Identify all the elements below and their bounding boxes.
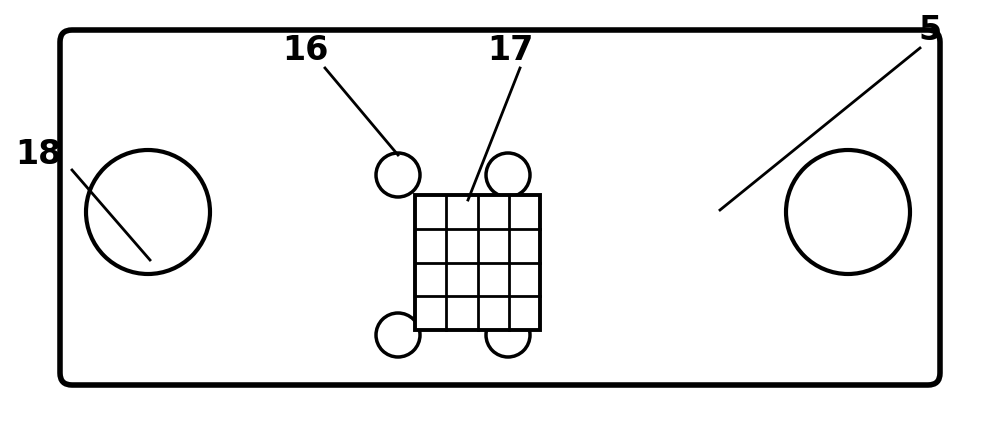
Circle shape <box>86 150 210 274</box>
Circle shape <box>376 153 420 197</box>
Circle shape <box>486 153 530 197</box>
Text: 18: 18 <box>15 139 61 172</box>
Bar <box>415 195 540 330</box>
Text: 5: 5 <box>918 14 942 46</box>
FancyBboxPatch shape <box>60 30 940 385</box>
Circle shape <box>786 150 910 274</box>
Text: 17: 17 <box>487 34 534 66</box>
Circle shape <box>486 313 530 357</box>
Circle shape <box>376 313 420 357</box>
Text: 16: 16 <box>282 34 329 66</box>
